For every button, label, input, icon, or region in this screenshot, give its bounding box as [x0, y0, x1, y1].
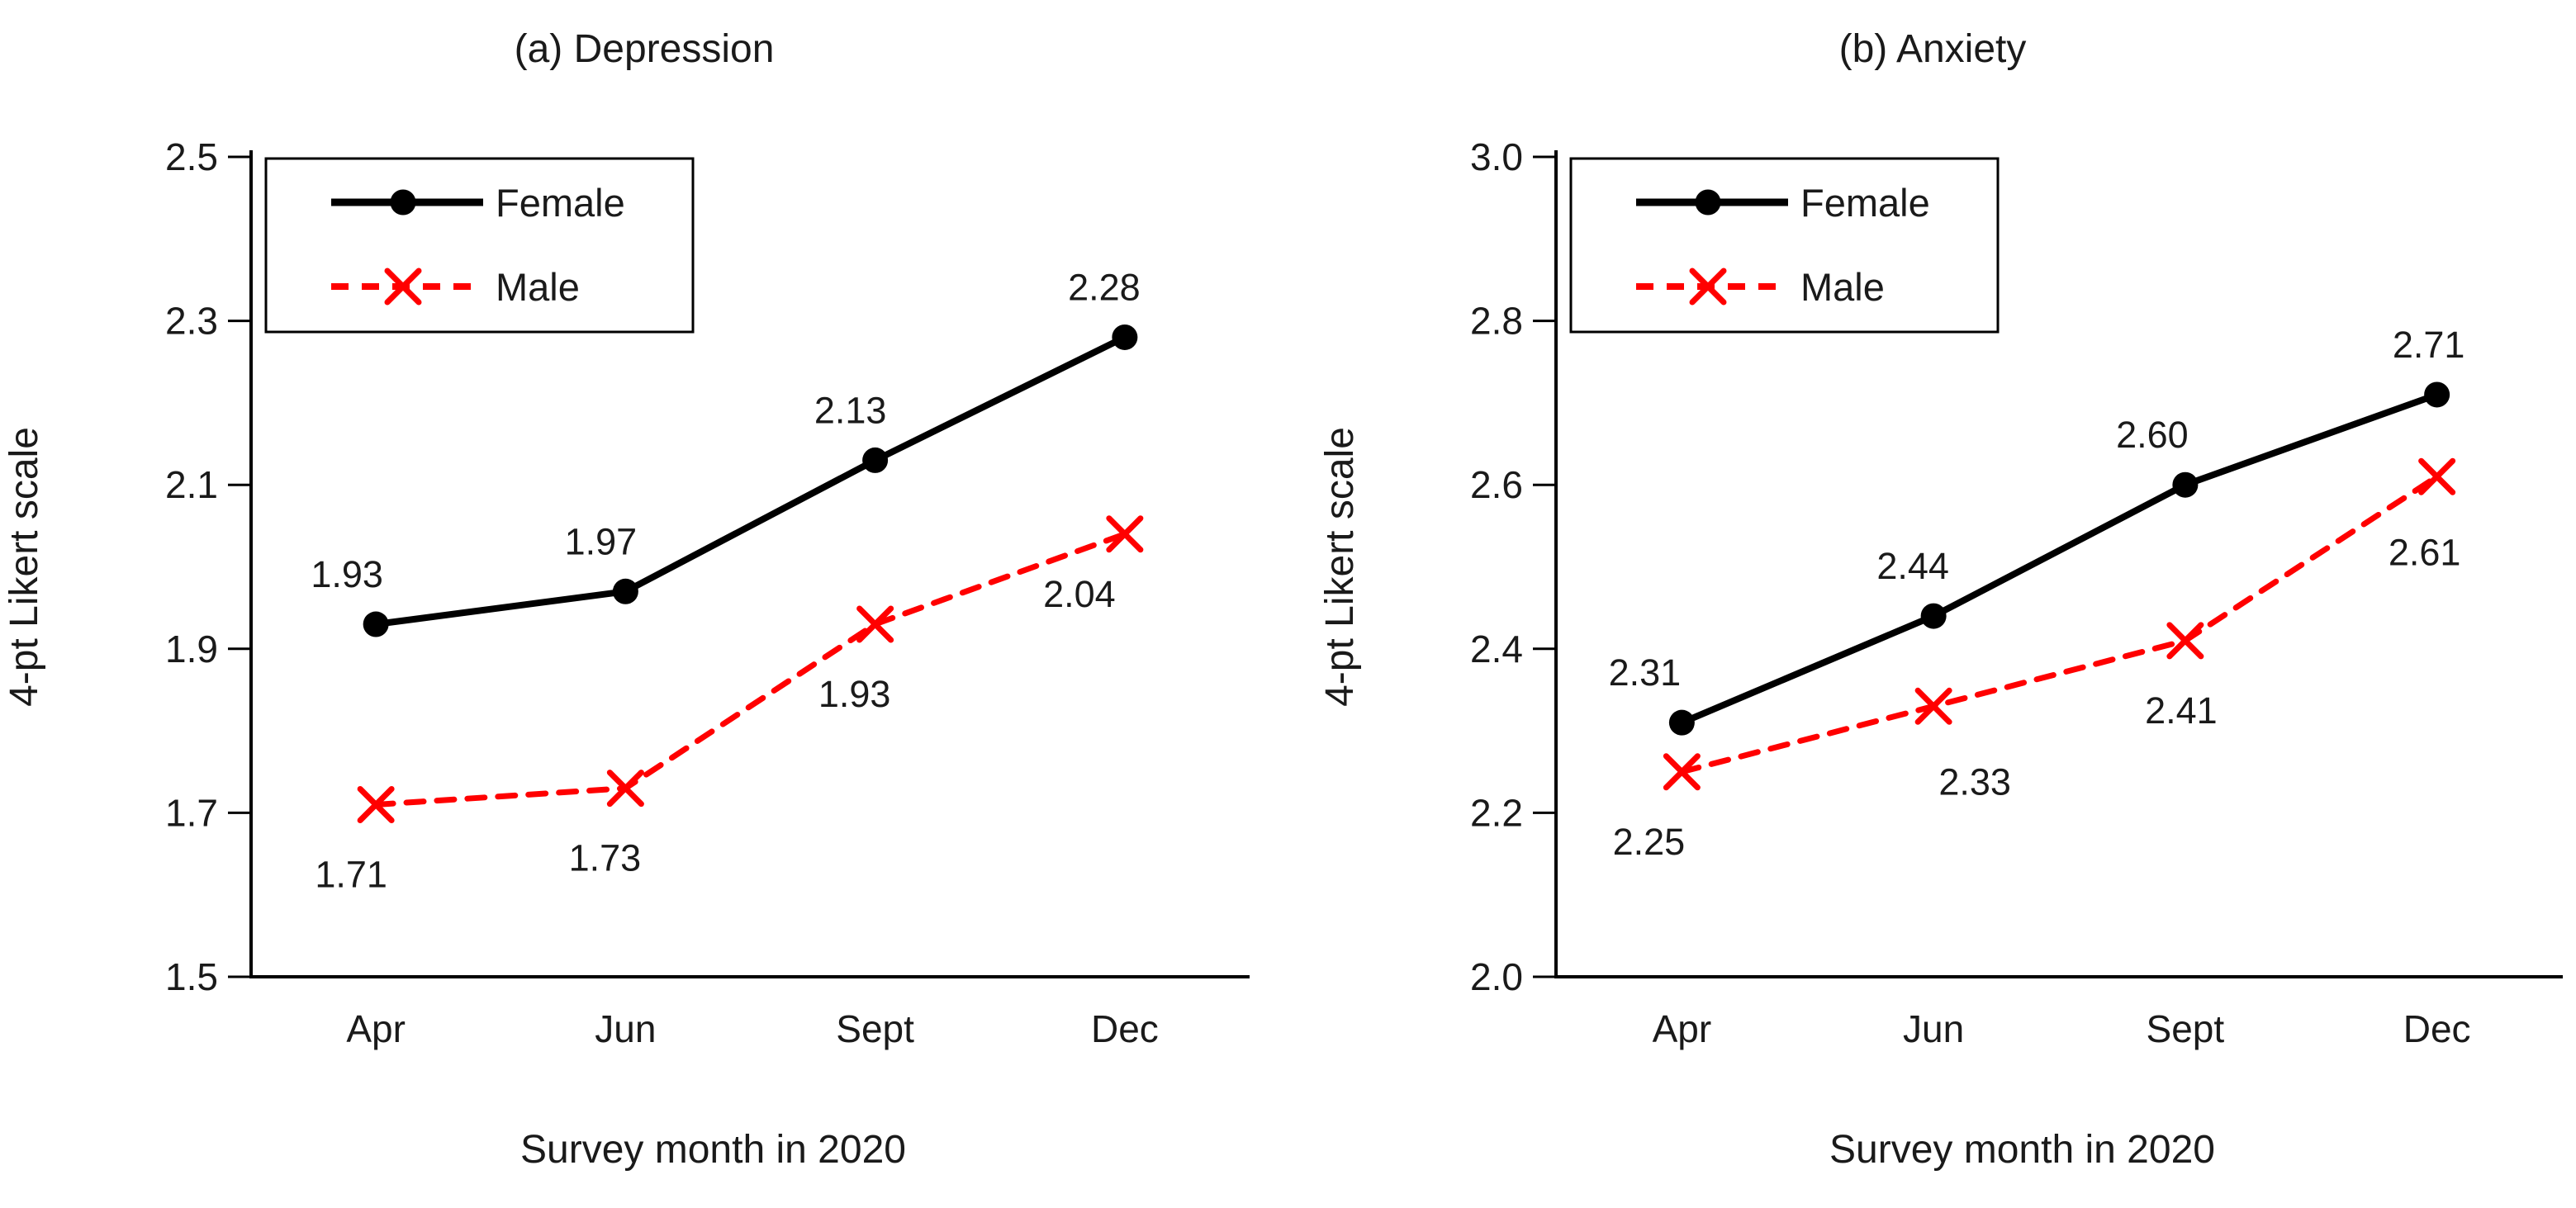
- x-tick-label: Sept: [836, 1007, 914, 1050]
- male-x-marker: [856, 605, 894, 643]
- x-tick-label: Dec: [2403, 1007, 2471, 1050]
- value-label: 1.93: [818, 673, 891, 715]
- panel-depression: (a) Depression 4-pt Likert scale 2.5 2.3 2.1…: [2, 27, 1250, 1172]
- y-tick-label: 2.5: [165, 135, 218, 178]
- male-x-marker: [1914, 687, 1952, 725]
- female-circle-marker: [1668, 709, 1695, 736]
- female-circle-marker: [2424, 381, 2450, 408]
- y-tick-label: 2.0: [1470, 955, 1523, 998]
- y-tick-label: 2.3: [165, 300, 218, 343]
- value-label: 2.61: [2389, 531, 2461, 573]
- panel-anxiety: (b) Anxiety 4-pt Likert scale 3.0 2.8 2.6 2.4…: [1318, 27, 2563, 1172]
- panel-title: (a) Depression: [515, 27, 775, 71]
- female-circle-marker: [363, 611, 389, 637]
- value-label: 2.33: [1938, 760, 2011, 803]
- y-tick-label: 3.0: [1470, 135, 1523, 178]
- panel-title: (b) Anxiety: [1839, 27, 2027, 71]
- x-axis-title: Survey month in 2020: [1829, 1128, 2215, 1172]
- value-label: 2.31: [1609, 651, 1682, 694]
- value-label: 2.71: [2393, 324, 2465, 366]
- male-series-line: [372, 531, 1128, 808]
- y-tick-label: 1.7: [165, 791, 218, 834]
- value-label: 2.60: [2116, 414, 2189, 456]
- x-tick-label: Jun: [1903, 1007, 1964, 1050]
- male-x-marker: [1663, 753, 1701, 791]
- male-series-line: [1678, 473, 2441, 775]
- x-tick-label: Sept: [2147, 1007, 2225, 1050]
- y-tick-label: 1.5: [165, 955, 218, 998]
- female-circle-marker: [1112, 324, 1138, 350]
- x-axis-title: Survey month in 2020: [520, 1128, 906, 1172]
- y-tick-label: 2.1: [165, 463, 218, 506]
- x-tick-label: Dec: [1091, 1007, 1159, 1050]
- female-series-line: [372, 334, 1128, 628]
- y-axis-title: 4-pt Likert scale: [2, 427, 46, 707]
- legend-box: [1569, 157, 2000, 334]
- y-tick-label: 2.6: [1470, 463, 1523, 506]
- legend-female-label: Female: [496, 181, 625, 225]
- value-label: 1.71: [315, 853, 387, 895]
- value-label: 2.28: [1068, 266, 1141, 308]
- value-label: 1.93: [311, 553, 383, 595]
- female-circle-marker: [1920, 603, 1947, 629]
- y-tick-label: 1.9: [165, 628, 218, 670]
- male-x-marker: [1106, 515, 1144, 553]
- legend-female-label: Female: [1800, 181, 1930, 225]
- female-circle-marker: [862, 447, 889, 473]
- male-x-marker: [606, 770, 644, 808]
- x-tick-label: Apr: [1653, 1007, 1712, 1050]
- x-tick-label: Apr: [346, 1007, 406, 1050]
- value-label: 2.04: [1043, 573, 1116, 615]
- legend-female-circle-marker: [1695, 189, 1721, 216]
- value-label: 2.25: [1613, 821, 1686, 863]
- x-tick-label: Jun: [595, 1007, 656, 1050]
- value-label: 2.13: [814, 389, 887, 431]
- female-series-line: [1678, 391, 2441, 727]
- legend-male-label: Male: [1800, 265, 1885, 309]
- legend-female-circle-marker: [390, 189, 416, 216]
- y-tick-label: 2.2: [1470, 791, 1523, 834]
- legend-male-x-marker: [1689, 268, 1727, 306]
- y-tick-label: 2.4: [1470, 628, 1523, 670]
- legend-male-label: Male: [496, 265, 580, 309]
- female-circle-marker: [2172, 471, 2199, 498]
- legend-box: [264, 157, 695, 334]
- value-label: 2.44: [1876, 545, 1949, 587]
- male-x-marker: [357, 785, 395, 823]
- value-label: 1.73: [569, 837, 642, 879]
- male-x-marker: [2418, 457, 2456, 495]
- y-tick-label: 2.8: [1470, 300, 1523, 343]
- value-label: 2.41: [2145, 689, 2218, 732]
- female-circle-marker: [612, 578, 638, 604]
- male-x-marker: [2166, 622, 2204, 660]
- value-label: 1.97: [565, 520, 638, 562]
- y-axis-title: 4-pt Likert scale: [1318, 427, 1362, 707]
- legend-male-x-marker: [384, 268, 422, 306]
